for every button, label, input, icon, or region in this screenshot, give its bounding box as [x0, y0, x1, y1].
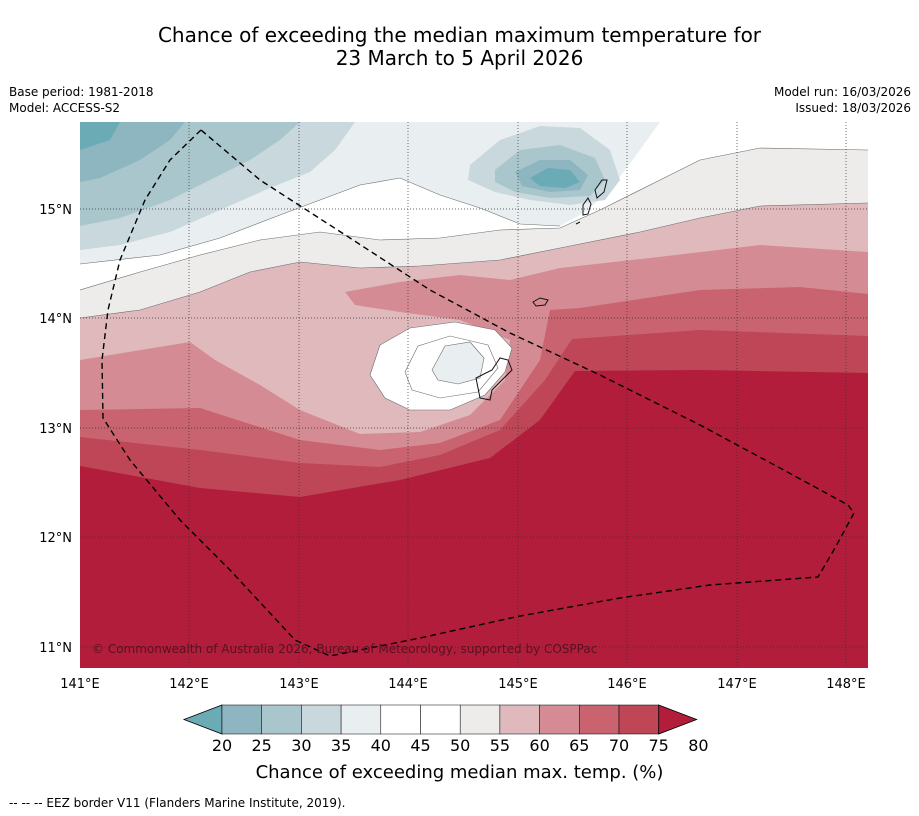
rota-island: [532, 297, 549, 307]
colorbar-segment: [380, 704, 421, 735]
eez-border: [101, 129, 855, 657]
colorbar-tick-label: 60: [529, 736, 550, 755]
longitude-labels: 141°E 142°E 143°E 144°E 145°E 146°E 147°…: [60, 677, 866, 692]
colorbar-tick-label: 75: [648, 736, 669, 755]
colorbar-segment: [618, 704, 659, 735]
lon-label: 142°E: [169, 677, 209, 692]
colorbar-tick-label: 50: [450, 736, 471, 755]
model-run-label: Model run: 16/03/2026: [773, 85, 911, 99]
lat-label: 15°N: [39, 203, 72, 218]
colorbar-segment: [579, 704, 620, 735]
lon-label: 145°E: [498, 677, 538, 692]
chart-title-line2: 23 March to 5 April 2026: [335, 46, 584, 70]
colorbar-tick-label: 65: [569, 736, 590, 755]
lon-label: 143°E: [279, 677, 319, 692]
graticule: [80, 122, 868, 668]
guam-island: [475, 357, 513, 401]
latitude-labels: 15°N 14°N 13°N 12°N 11°N: [39, 203, 72, 656]
lon-label: 146°E: [607, 677, 647, 692]
lat-label: 13°N: [39, 422, 72, 437]
lon-label: 144°E: [388, 677, 428, 692]
band-20: [80, 122, 120, 150]
copyright-notice: © Commonwealth of Australia 2026, Bureau…: [92, 642, 597, 656]
colorbar-extend-high: [658, 704, 698, 735]
colorbar-tick-label: 25: [251, 736, 272, 755]
lon-label: 148°E: [826, 677, 866, 692]
issued-label: Issued: 18/03/2026: [795, 101, 911, 115]
chart-title-line1: Chance of exceeding the median maximum t…: [157, 23, 762, 47]
colorbar-extend-low: [182, 704, 223, 735]
colorbar-title: Chance of exceeding median max. temp. (%…: [255, 762, 664, 783]
colorbar-segment: [221, 704, 262, 735]
colorbar-segment: [261, 704, 302, 735]
colorbar-segment: [459, 704, 501, 735]
colorbar-segment: [340, 704, 382, 735]
coastlines: [475, 179, 608, 401]
colorbar-tick-label: 70: [608, 736, 630, 755]
contour-lines: [80, 147, 868, 411]
colorbar-tick-label: 45: [410, 736, 431, 755]
colorbar-tick-label: 40: [370, 736, 391, 755]
colorbar-tick-label: 55: [489, 736, 511, 755]
colorbar-tick-label: 35: [330, 736, 352, 755]
lat-label: 11°N: [39, 641, 72, 656]
farallon-island: [575, 221, 581, 225]
lat-label: 12°N: [39, 531, 72, 546]
band-40-guam: [432, 342, 484, 384]
tinian-island: [582, 197, 592, 216]
base-period-label: Base period: 1981-2018: [9, 85, 154, 99]
colorbar-segment: [420, 704, 461, 735]
colorbar: [182, 704, 698, 735]
colorbar-segment: [301, 704, 342, 735]
colorbar-tick-label: 20: [211, 736, 233, 755]
model-label: Model: ACCESS-S2: [9, 101, 121, 115]
probability-field: [80, 122, 868, 668]
lon-label: 141°E: [60, 677, 100, 692]
band-20-north: [530, 168, 580, 188]
colorbar-tick-label: 30: [291, 736, 312, 755]
colorbar-segment: [539, 704, 580, 735]
eez-footnote: -- -- -- EEZ border V11 (Flanders Marine…: [9, 796, 346, 810]
colorbar-segment: [499, 704, 540, 735]
saipan-island: [594, 179, 608, 199]
lon-label: 147°E: [717, 677, 757, 692]
lat-label: 14°N: [39, 312, 72, 327]
colorbar-tick-label: 80: [688, 736, 709, 755]
